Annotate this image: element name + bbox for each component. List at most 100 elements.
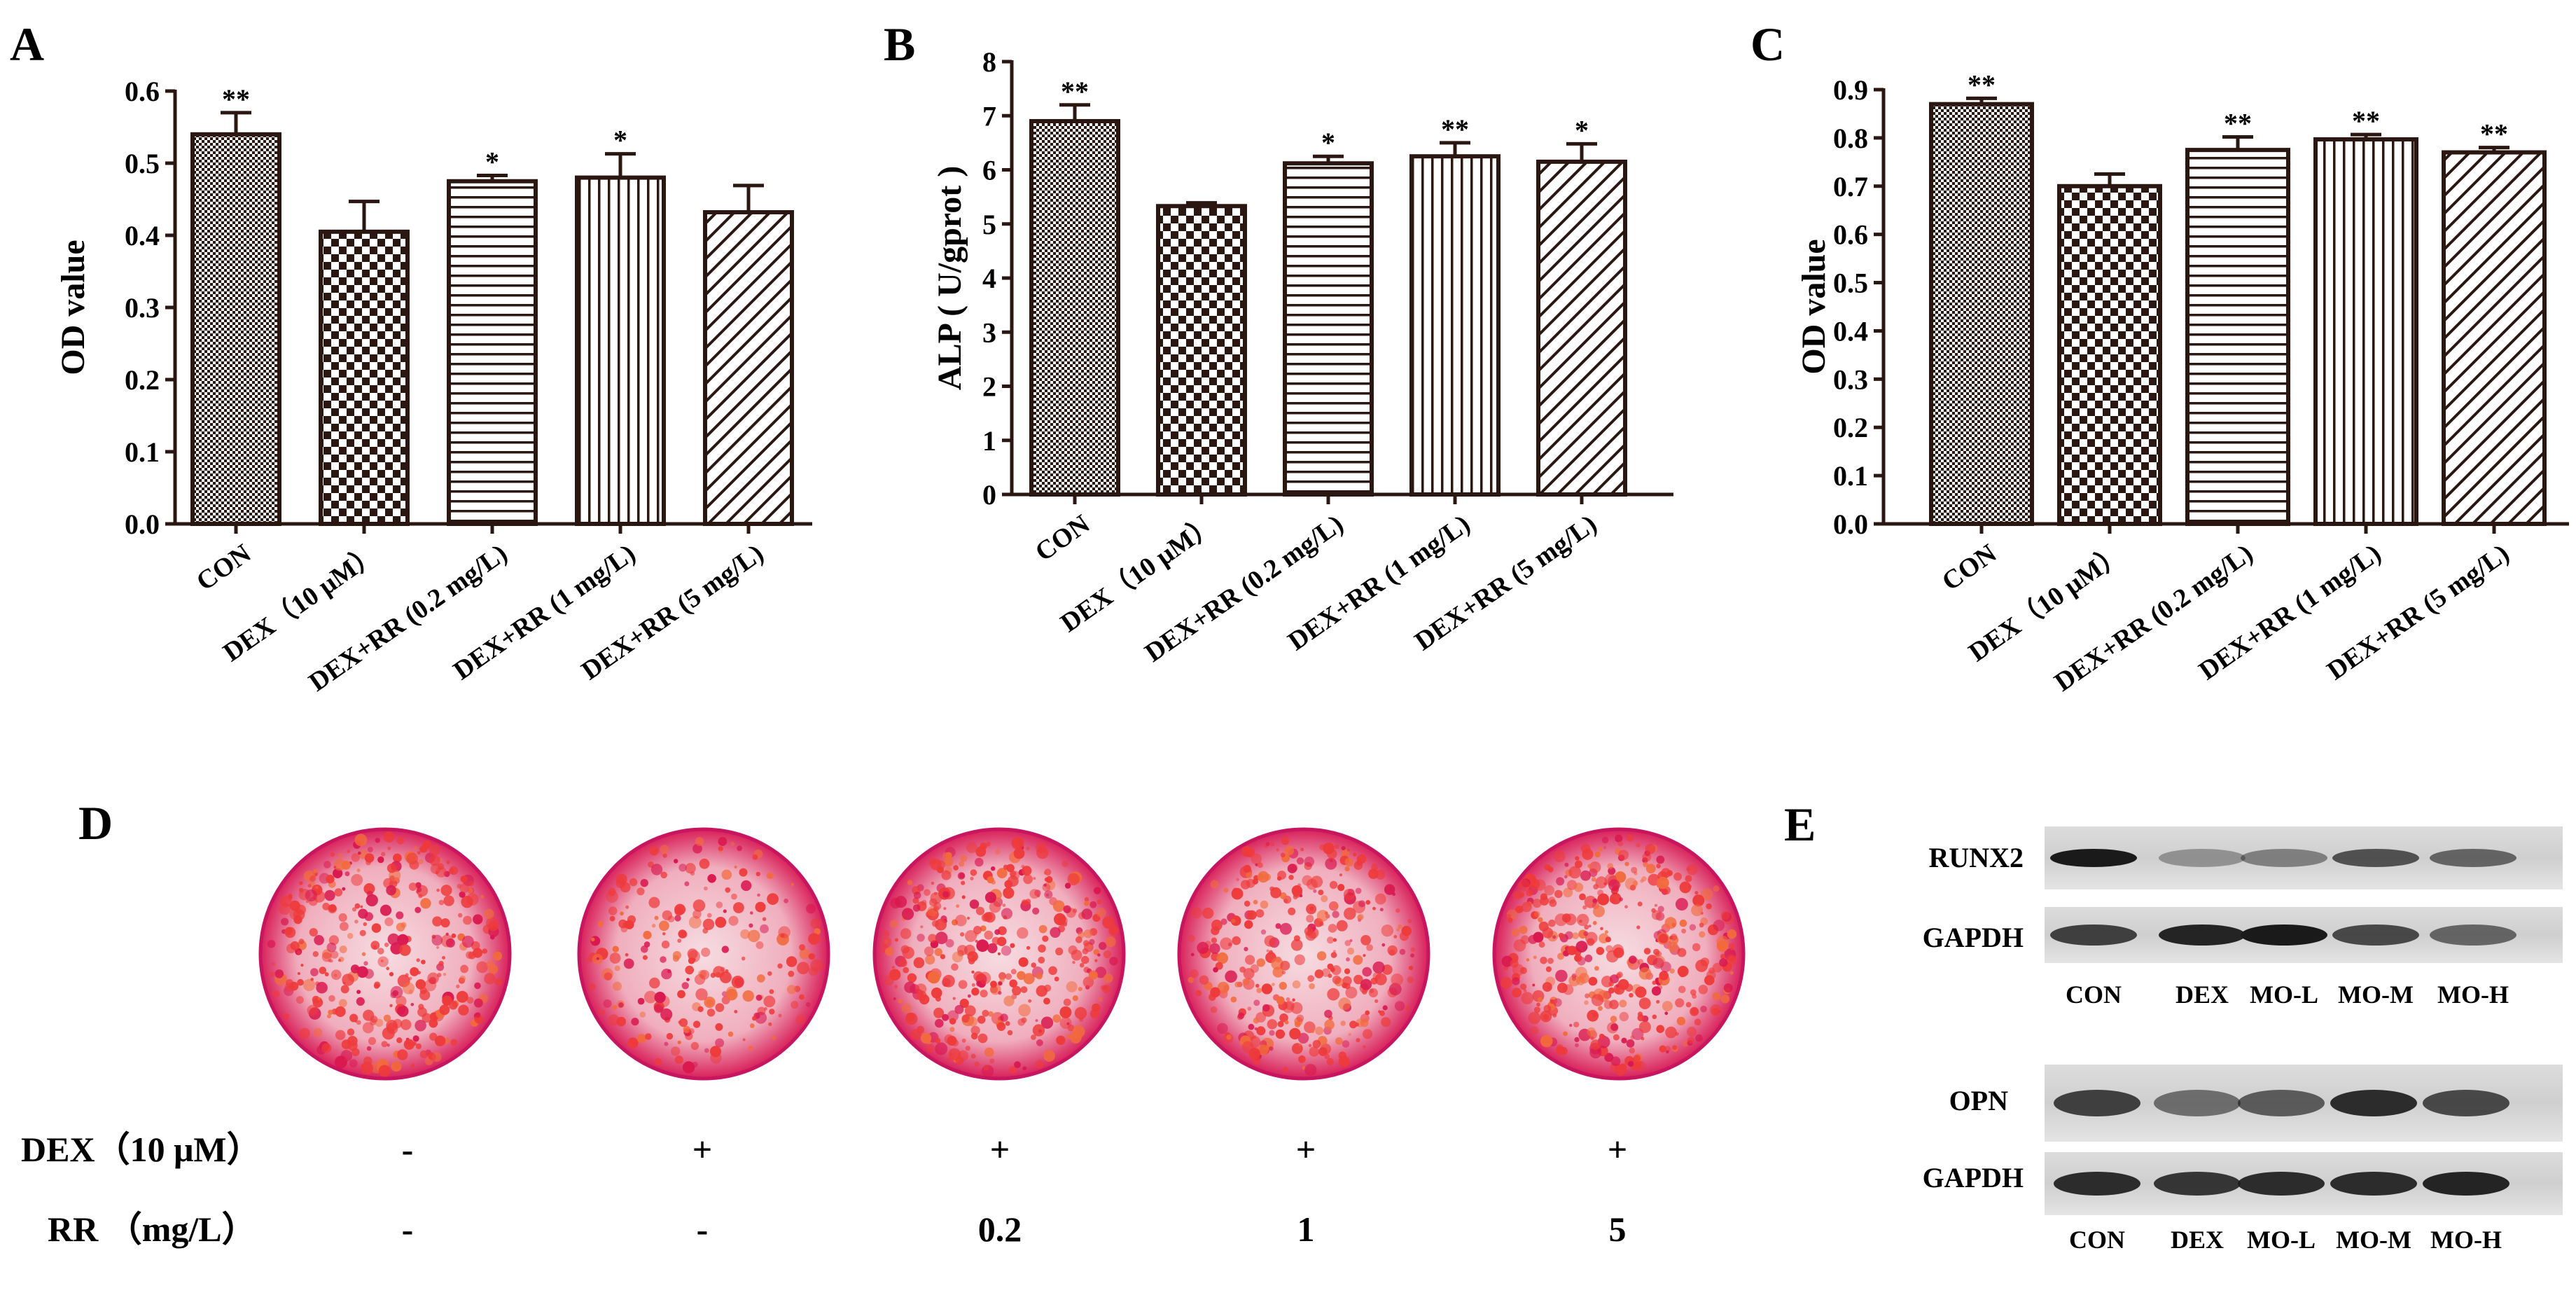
stained-dish: [258, 827, 512, 1081]
y-tick-label: 8: [982, 46, 996, 78]
significance-marker: *: [1575, 114, 1589, 146]
rr-cell-1: -: [402, 1210, 414, 1249]
blot-band: [2050, 849, 2137, 867]
y-tick-label: 0.1: [1833, 460, 1868, 492]
bar: [575, 175, 666, 526]
rr-cell-3: 0.2: [978, 1210, 1022, 1249]
panel-letter-b: B: [884, 18, 915, 71]
rr-cell-2: -: [697, 1210, 709, 1249]
blot-band: [2154, 1172, 2241, 1196]
lane-label-bottom-1: CON: [2069, 1226, 2125, 1254]
chart-c: 0.0 0.1 0.2 0.3 0.4 0.5 0.6 0.7 0.8 0.9 OD value **…: [1795, 69, 2569, 698]
dish-rim: [1492, 827, 1746, 1081]
panel-letter-d: D: [78, 796, 113, 850]
y-tick-label: 0.8: [1833, 123, 1868, 154]
blot-band: [2423, 1090, 2509, 1116]
y-tick-label: 0.3: [1833, 363, 1868, 395]
blot-band: [2330, 1172, 2417, 1196]
y-tick-label: 0.5: [1833, 268, 1868, 299]
stained-dish: [1177, 827, 1430, 1081]
bar: [190, 132, 281, 527]
bar: [703, 210, 794, 526]
rr-cell-5: 5: [1609, 1210, 1627, 1249]
y-tick-label: 5: [982, 209, 996, 240]
blot-label-gapdh-top: GAPDH: [1923, 922, 2024, 953]
rr-cell-4: 1: [1297, 1210, 1315, 1249]
dex-cell-5: +: [1608, 1130, 1628, 1169]
lane-label-bottom-2: DEX: [2171, 1226, 2224, 1254]
bar: [1283, 161, 1374, 497]
y-axis-label: OD value: [1795, 239, 1832, 374]
lane-label-top-5: MO-H: [2437, 981, 2509, 1009]
blot-band: [2330, 1090, 2417, 1116]
y-tick-label: 0.2: [1833, 412, 1868, 443]
y-tick-label: 0.7: [1833, 171, 1868, 202]
blot-band: [2054, 1090, 2140, 1116]
x-tick-label: CON: [191, 539, 256, 597]
blot-band: [2159, 849, 2246, 867]
bar: [2313, 137, 2418, 526]
y-tick-label: 4: [982, 263, 996, 294]
stained-dish: [1492, 827, 1746, 1081]
row-dex-values: - + + + +: [402, 1130, 1628, 1169]
blot-band: [2332, 849, 2419, 867]
y-tick-label: 0.4: [1833, 315, 1868, 347]
chart-a: 0.00.10.20.30.40.50.6OD value**CONDEX（10…: [55, 76, 812, 698]
y-tick-label: 0.9: [1833, 74, 1868, 106]
dex-cell-3: +: [990, 1130, 1010, 1169]
y-tick-label: 0.0: [125, 508, 160, 540]
y-tick-label: 3: [982, 317, 996, 348]
significance-marker: *: [485, 146, 499, 178]
blot-label-opn: OPN: [1949, 1085, 2009, 1116]
lane-label-top-1: CON: [2066, 981, 2122, 1009]
y-tick-label: 0.4: [125, 220, 160, 251]
lane-label-top-4: MO-M: [2338, 981, 2414, 1009]
y-axis-label: OD value: [55, 240, 92, 375]
bar: [2185, 148, 2290, 527]
lane-label-bottom-5: MO-H: [2430, 1226, 2502, 1254]
significance-marker: **: [222, 83, 250, 115]
blot-band: [2050, 924, 2137, 946]
blot-band: [2154, 1090, 2241, 1116]
blot-band: [2241, 924, 2327, 946]
blot-band: [2332, 924, 2419, 946]
y-tick-label: 0.5: [125, 148, 160, 179]
y-axis-label: ALP ( U/gprot ): [931, 166, 968, 390]
x-tick-label: CON: [1030, 509, 1095, 567]
significance-marker: **: [1061, 76, 1089, 107]
blot-strip: [2045, 1152, 2563, 1215]
dish-rim: [872, 827, 1126, 1081]
blot-band: [2430, 849, 2516, 867]
blot-strip: [2045, 826, 2563, 889]
y-tick-label: 0.2: [125, 364, 160, 396]
dex-cell-2: +: [692, 1130, 713, 1169]
blot-band: [2238, 1090, 2325, 1116]
significance-marker: **: [2224, 108, 2252, 139]
row-label-dex: DEX（10 μM）: [21, 1130, 262, 1169]
y-tick-label: 2: [982, 371, 996, 403]
blot-band: [2241, 849, 2327, 867]
lane-label-bottom-4: MO-M: [2336, 1226, 2411, 1254]
blot-label-gapdh-bottom: GAPDH: [1923, 1162, 2024, 1193]
panel-letter-e: E: [1784, 798, 1816, 851]
y-tick-label: 0.1: [125, 436, 160, 468]
blot-band: [2159, 924, 2246, 946]
lane-label-top-2: DEX: [2175, 981, 2229, 1009]
panel-d-dishes: [258, 827, 1746, 1081]
blot-band: [2430, 924, 2516, 946]
significance-marker: **: [1441, 113, 1469, 145]
dish-rim: [258, 827, 512, 1081]
lane-label-bottom-3: MO-L: [2247, 1226, 2316, 1254]
bar: [1929, 102, 2034, 526]
y-tick-label: 7: [982, 100, 996, 132]
dish-rim: [1177, 827, 1430, 1081]
blot-strip: [2045, 907, 2563, 963]
x-tick-label: CON: [1937, 539, 2002, 597]
y-tick-label: 0: [982, 479, 996, 511]
y-tick-label: 0.6: [125, 76, 160, 107]
stained-dish: [577, 827, 830, 1081]
bar: [2442, 150, 2547, 527]
panel-letter-c: C: [1750, 18, 1785, 71]
significance-marker: *: [613, 125, 627, 156]
